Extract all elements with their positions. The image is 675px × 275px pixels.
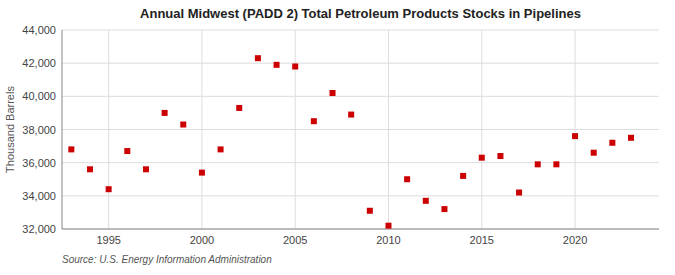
x-grid-line	[295, 30, 296, 229]
x-axis-line	[62, 229, 659, 230]
point	[367, 208, 373, 214]
y-grid-line	[62, 129, 659, 130]
point	[441, 206, 447, 212]
source-note: Source: U.S. Energy Information Administ…	[62, 254, 272, 265]
point	[199, 170, 205, 176]
point	[330, 90, 336, 96]
y-grid-line	[62, 229, 659, 230]
background	[0, 0, 675, 275]
grid	[62, 30, 659, 229]
x-tick-label: 2015	[470, 234, 494, 246]
y-grid-line	[62, 63, 659, 64]
x-grid-line	[108, 30, 109, 229]
y-grid-line	[62, 30, 659, 31]
x-grid-line	[575, 30, 576, 229]
point	[255, 55, 261, 61]
point	[423, 198, 429, 204]
point	[628, 135, 634, 141]
x-grid-line	[481, 30, 482, 229]
point	[292, 63, 298, 69]
point	[236, 105, 242, 111]
point	[311, 118, 317, 124]
point	[385, 223, 391, 229]
y-axis-label: Thousand Barrels	[4, 86, 16, 173]
point	[162, 110, 168, 116]
point	[124, 148, 130, 154]
point	[106, 186, 112, 192]
point	[274, 62, 280, 68]
point	[348, 112, 354, 118]
x-tick-label: 1995	[96, 234, 120, 246]
y-tick-label: 42,000	[22, 57, 56, 69]
point	[460, 173, 466, 179]
point	[180, 122, 186, 128]
y-axis-line	[62, 30, 63, 229]
point	[553, 161, 559, 167]
y-tick-label: 32,000	[22, 223, 56, 235]
x-tick-label: 2005	[283, 234, 307, 246]
x-tick-label: 2000	[190, 234, 214, 246]
y-tick-label: 36,000	[22, 157, 56, 169]
x-tick-label: 2020	[563, 234, 587, 246]
x-tick-label: 2010	[376, 234, 400, 246]
y-grid-line	[62, 162, 659, 163]
point	[535, 161, 541, 167]
y-grid-line	[62, 96, 659, 97]
point	[404, 176, 410, 182]
y-tick-label: 44,000	[22, 24, 56, 36]
y-tick-label: 38,000	[22, 124, 56, 136]
y-tick-label: 34,000	[22, 190, 56, 202]
point	[68, 146, 74, 152]
chart: 32,000 34,000 36,000 38,000 40,000 42,000 44,0…	[0, 0, 675, 275]
point	[572, 133, 578, 139]
points	[68, 55, 634, 228]
point	[218, 146, 224, 152]
point	[591, 150, 597, 156]
y-tick-label: 40,000	[22, 90, 56, 102]
point	[479, 155, 485, 161]
y-grid-line	[62, 195, 659, 196]
point	[87, 166, 93, 172]
x-grid-line	[388, 30, 389, 229]
point	[497, 153, 503, 159]
point	[609, 140, 615, 146]
title: Annual Midwest (PADD 2) Total Petroleum …	[140, 6, 581, 21]
point	[143, 166, 149, 172]
point	[516, 190, 522, 196]
x-grid-line	[201, 30, 202, 229]
